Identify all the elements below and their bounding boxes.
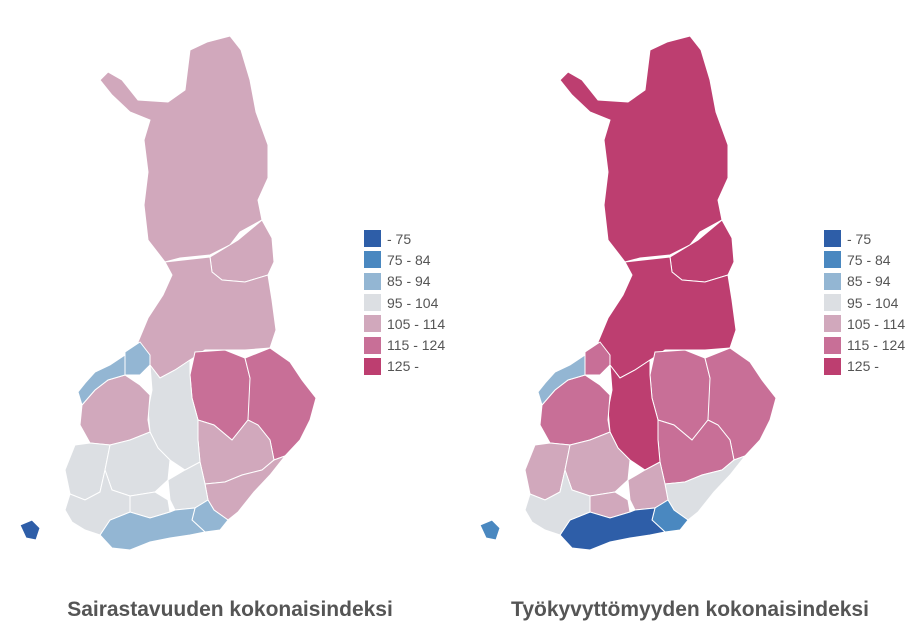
region-central-ostrobothnia <box>584 341 611 376</box>
map-sairastavuus <box>19 35 317 551</box>
legend-swatch <box>824 294 841 312</box>
legend-swatch <box>364 336 381 354</box>
legend-swatch <box>824 272 841 290</box>
legend-item: 95 - 104 <box>824 292 905 313</box>
legend-item: - 75 <box>364 228 445 249</box>
legend-item: 85 - 94 <box>824 271 905 292</box>
region-southwest-finland <box>64 468 131 536</box>
region-paijat-hame <box>627 461 669 511</box>
legend-swatch <box>824 251 841 269</box>
legend-label: 75 - 84 <box>387 251 431 268</box>
region-paijat-hame <box>167 461 209 511</box>
region-aland <box>479 519 501 541</box>
legend-tyokyvyttomyys: - 75 75 - 84 85 - 94 95 - 104 105 - 114 115 -… <box>824 228 905 377</box>
region-uusimaa <box>99 507 207 551</box>
legend-label: 125 - <box>387 358 419 375</box>
legend-label: 105 - 114 <box>847 315 906 332</box>
legend-swatch <box>364 251 381 269</box>
legend-label: 115 - 124 <box>847 337 906 354</box>
legend-label: 85 - 94 <box>847 273 891 290</box>
legend-swatch <box>824 230 841 248</box>
map-caption-tyokyvyttomyys: Työkyvyttömyyden kokonaisindeksi <box>511 598 869 621</box>
legend-item: 115 - 124 <box>364 334 445 355</box>
legend-item: 105 - 114 <box>824 313 905 334</box>
legend-label: 85 - 94 <box>387 273 431 290</box>
legend-swatch <box>364 272 381 290</box>
legend-swatch <box>364 294 381 312</box>
legend-sairastavuus: - 75 75 - 84 85 - 94 95 - 104 105 - 114 115 -… <box>364 228 445 377</box>
legend-label: 105 - 114 <box>387 315 446 332</box>
legend-item: 115 - 124 <box>824 334 905 355</box>
legend-item: 75 - 84 <box>824 249 905 270</box>
legend-label: 75 - 84 <box>847 251 891 268</box>
region-lapland <box>99 35 269 263</box>
legend-item: 125 - <box>364 356 445 377</box>
legend-label: - 75 <box>387 230 412 247</box>
region-aland <box>19 519 41 541</box>
legend-label: 95 - 104 <box>847 294 899 311</box>
region-lapland <box>559 35 729 263</box>
legend-swatch <box>824 336 841 354</box>
legend-swatch <box>364 315 381 333</box>
legend-swatch <box>364 357 381 375</box>
legend-label: 115 - 124 <box>387 337 446 354</box>
legend-item: 95 - 104 <box>364 292 445 313</box>
legend-swatch <box>824 315 841 333</box>
region-southwest-finland <box>524 468 591 536</box>
map-tyokyvyttomyys <box>479 35 777 551</box>
legend-label: - 75 <box>847 230 872 247</box>
region-central-finland <box>147 359 201 471</box>
legend-item: 105 - 114 <box>364 313 445 334</box>
map-caption-sairastavuus: Sairastavuuden kokonaisindeksi <box>67 598 393 621</box>
legend-label: 95 - 104 <box>387 294 439 311</box>
legend-item: 75 - 84 <box>364 249 445 270</box>
legend-item: 85 - 94 <box>364 271 445 292</box>
legend-item: 125 - <box>824 356 905 377</box>
region-central-finland <box>607 359 661 471</box>
legend-swatch <box>824 357 841 375</box>
legend-item: - 75 <box>824 228 905 249</box>
region-central-ostrobothnia <box>124 341 151 376</box>
legend-label: 125 - <box>847 358 879 375</box>
region-uusimaa <box>559 507 667 551</box>
legend-swatch <box>364 230 381 248</box>
